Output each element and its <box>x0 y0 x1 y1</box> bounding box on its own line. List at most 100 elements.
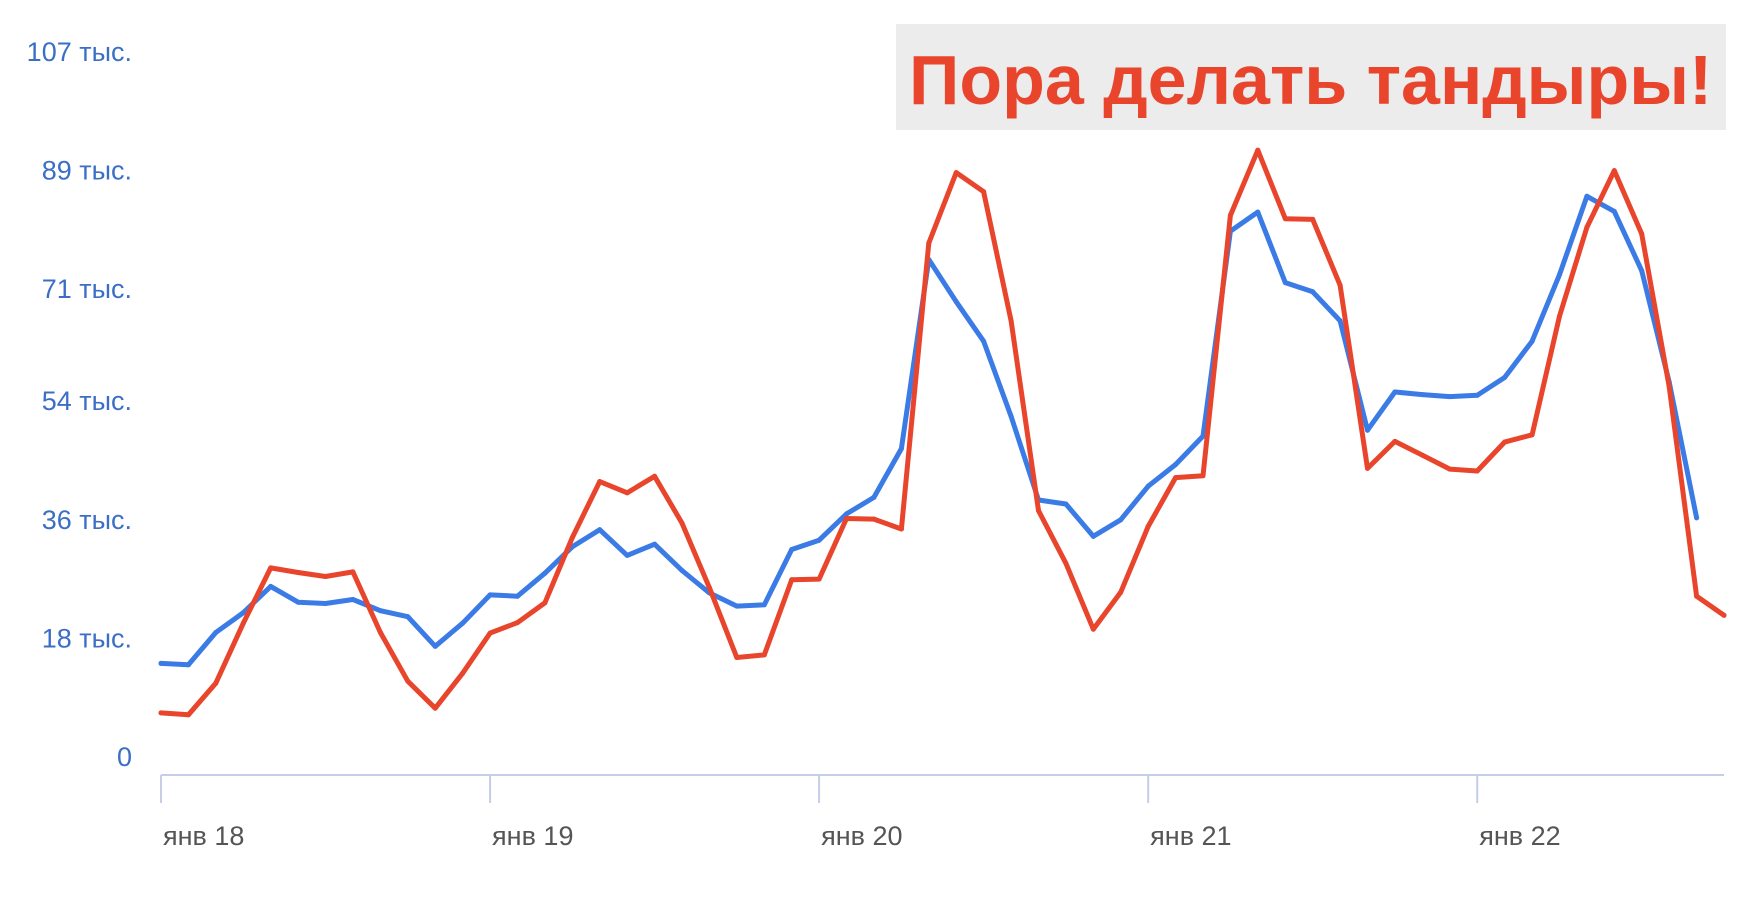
x-tick-label: янв 22 <box>1479 821 1560 851</box>
data-point <box>679 568 685 573</box>
x-tick-label: янв 21 <box>1150 821 1231 851</box>
data-point <box>597 527 603 533</box>
data-point <box>898 526 904 532</box>
data-point <box>816 576 822 582</box>
data-point <box>1721 612 1727 618</box>
data-point <box>734 603 740 609</box>
data-point <box>1392 389 1398 395</box>
data-point <box>1557 272 1562 278</box>
data-point <box>1502 439 1508 445</box>
data-point <box>1063 560 1069 566</box>
data-point <box>652 473 658 479</box>
data-point <box>1310 216 1316 222</box>
data-point <box>1255 147 1261 153</box>
y-tick-label: 54 тыс. <box>42 386 132 416</box>
data-point <box>1337 318 1343 324</box>
data-point <box>1419 452 1425 458</box>
data-point <box>542 600 548 606</box>
data-point <box>432 705 438 711</box>
data-point <box>1036 508 1041 514</box>
data-point <box>816 537 822 543</box>
data-point <box>1392 438 1398 444</box>
data-point <box>515 593 520 599</box>
data-point <box>1255 209 1261 215</box>
data-point <box>542 570 548 576</box>
data-point <box>158 660 164 666</box>
data-point <box>844 511 849 517</box>
data-point <box>158 710 164 716</box>
data-point <box>1118 589 1124 595</box>
data-point <box>1310 289 1316 295</box>
data-point <box>1008 413 1014 419</box>
x-axis: янв 18 янв 19 янв 20 янв 21 янв 22 <box>160 774 1724 851</box>
data-point <box>1200 433 1206 439</box>
series-2 <box>158 147 1727 718</box>
data-point <box>1145 483 1151 489</box>
y-tick-label: 0 <box>117 742 132 772</box>
data-point <box>460 670 466 676</box>
data-point <box>1173 475 1179 481</box>
data-point <box>1694 593 1700 599</box>
data-point <box>1090 533 1096 539</box>
data-point <box>1666 384 1672 390</box>
data-point <box>953 170 959 176</box>
data-point <box>1365 427 1370 433</box>
data-point <box>1447 466 1453 472</box>
data-point <box>679 520 685 526</box>
data-point <box>1474 392 1480 398</box>
data-point <box>240 610 246 616</box>
data-point <box>1694 515 1700 521</box>
data-point <box>1447 394 1453 400</box>
data-point <box>1008 318 1014 324</box>
data-point <box>405 614 411 620</box>
data-point <box>1063 501 1069 507</box>
x-tick-label: янв 20 <box>821 821 902 851</box>
data-point <box>323 574 328 579</box>
data-point <box>981 189 987 195</box>
data-point <box>1611 168 1617 174</box>
data-point <box>185 712 191 718</box>
data-point <box>405 678 411 684</box>
data-point <box>761 652 767 658</box>
data-point <box>1584 193 1590 199</box>
data-point <box>1145 523 1151 529</box>
data-point <box>1337 282 1343 288</box>
data-point <box>268 565 274 571</box>
data-point <box>569 535 575 541</box>
data-point <box>350 569 356 575</box>
data-point <box>350 597 356 602</box>
data-point <box>1282 216 1288 222</box>
data-point <box>377 608 383 614</box>
data-point <box>1529 338 1535 344</box>
series-layer <box>158 147 1727 718</box>
data-point <box>871 516 877 522</box>
data-point <box>295 570 301 575</box>
data-point <box>1282 280 1288 286</box>
data-point <box>898 446 904 452</box>
data-point <box>597 479 603 485</box>
y-tick-label: 36 тыс. <box>42 505 132 535</box>
data-point <box>1639 268 1645 274</box>
data-point <box>1173 462 1179 467</box>
data-point <box>1118 517 1124 523</box>
data-point <box>515 620 520 626</box>
data-point <box>734 655 740 660</box>
data-point <box>460 620 466 626</box>
data-point <box>871 494 877 500</box>
data-point <box>323 601 328 606</box>
data-point <box>1419 392 1425 398</box>
data-point <box>432 643 438 649</box>
y-tick-label: 18 тыс. <box>42 623 132 653</box>
data-point <box>213 680 219 686</box>
data-point <box>1502 375 1508 380</box>
annotation-callout: Пора делать тандыры! <box>896 24 1726 130</box>
data-point <box>268 583 274 589</box>
x-tick-label: янв 18 <box>163 821 244 851</box>
y-axis: 0 18 тыс. 36 тыс. 54 тыс. 71 тыс. 89 тыс. 107 … <box>27 37 132 772</box>
data-point <box>844 516 849 521</box>
data-point <box>1557 313 1562 319</box>
data-point <box>789 547 795 552</box>
data-point <box>761 602 767 608</box>
annotation-box <box>896 24 1726 130</box>
